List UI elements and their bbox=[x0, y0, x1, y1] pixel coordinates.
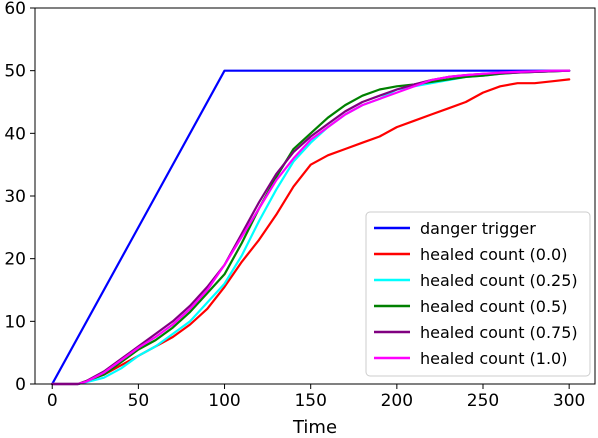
y-tick-label: 40 bbox=[4, 124, 26, 144]
series-line-0 bbox=[51, 69, 571, 386]
x-axis-ticks: 0 50 100 150 200 250 300 bbox=[47, 384, 585, 411]
x-tick-label: 50 bbox=[128, 391, 150, 411]
legend-label: healed count (0.0) bbox=[420, 245, 567, 264]
x-tick-label: 200 bbox=[381, 391, 413, 411]
legend-label: healed count (1.0) bbox=[420, 349, 567, 368]
y-axis-ticks: 0 10 20 30 40 50 60 bbox=[4, 0, 35, 395]
x-tick-label: 300 bbox=[553, 391, 585, 411]
x-tick-label: 250 bbox=[467, 391, 499, 411]
y-tick-label: 30 bbox=[4, 187, 26, 207]
legend-label: healed count (0.75) bbox=[420, 323, 578, 342]
series-line-3 bbox=[51, 69, 571, 386]
legend-label: healed count (0.5) bbox=[420, 297, 567, 316]
legend-label: healed count (0.25) bbox=[420, 271, 578, 290]
x-axis-label: Time bbox=[292, 417, 337, 438]
y-tick-label: 50 bbox=[4, 62, 26, 82]
legend-label: danger trigger bbox=[420, 219, 536, 238]
x-tick-label: 150 bbox=[294, 391, 326, 411]
series-line-5 bbox=[51, 69, 571, 386]
series-layer bbox=[51, 69, 571, 386]
y-tick-label: 20 bbox=[4, 250, 26, 270]
legend: danger trigger healed count (0.0) healed c… bbox=[365, 211, 591, 377]
y-tick-label: 10 bbox=[4, 312, 26, 332]
legend-box bbox=[365, 211, 591, 377]
y-tick-label: 0 bbox=[15, 375, 26, 395]
x-tick-label: 100 bbox=[208, 391, 240, 411]
y-tick-label: 60 bbox=[4, 0, 26, 19]
x-tick-label: 0 bbox=[47, 391, 58, 411]
